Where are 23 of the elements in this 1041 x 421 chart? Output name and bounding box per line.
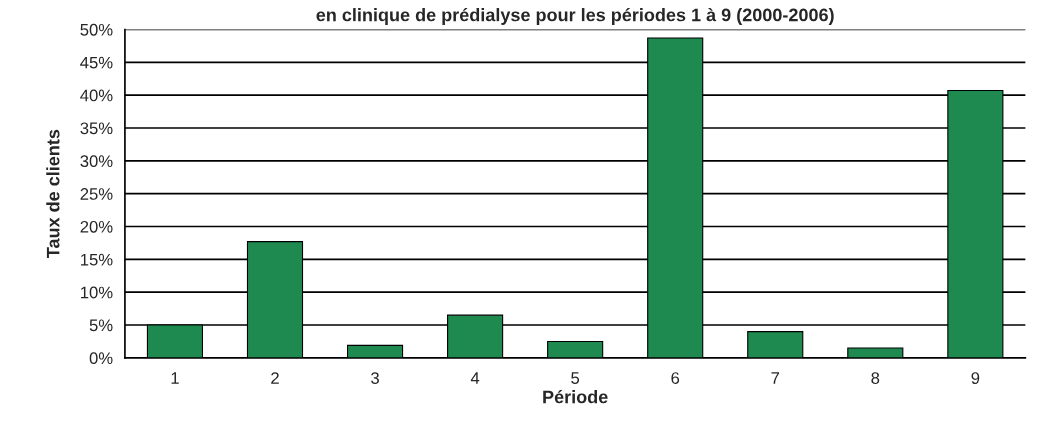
y-tick-label: 10% [81, 286, 113, 299]
x-axis-title: Période [543, 389, 608, 404]
x-tick-label: 8 [871, 372, 880, 384]
x-tick-label: 9 [971, 372, 980, 384]
x-tick-label: 3 [371, 372, 379, 384]
y-axis-title: Taux de clients [46, 129, 60, 259]
y-tick-label: 25% [80, 188, 113, 200]
y-tick-label: 20% [80, 220, 113, 233]
x-tick-label: 4 [470, 372, 480, 384]
chart-title: en clinique de prédialyse pour les périodes 1 à 9 (2000-2006) [316, 7, 834, 25]
x-tick-label: 2 [271, 372, 279, 384]
x-tick-label: 6 [671, 372, 680, 384]
y-tick-label: 35% [80, 122, 113, 135]
y-tick-label: 40% [80, 89, 113, 102]
y-tick-label: 5% [89, 319, 113, 332]
y-tick-label: 45% [80, 56, 113, 69]
y-tick-label: 30% [80, 155, 113, 168]
y-tick-label: 0% [89, 352, 113, 365]
y-tick-label: 15% [81, 253, 113, 266]
x-tick-label: 1 [171, 372, 179, 384]
y-tick-label: 50% [80, 23, 113, 36]
x-tick-label: 7 [771, 372, 780, 384]
x-tick-label: 5 [571, 372, 580, 384]
